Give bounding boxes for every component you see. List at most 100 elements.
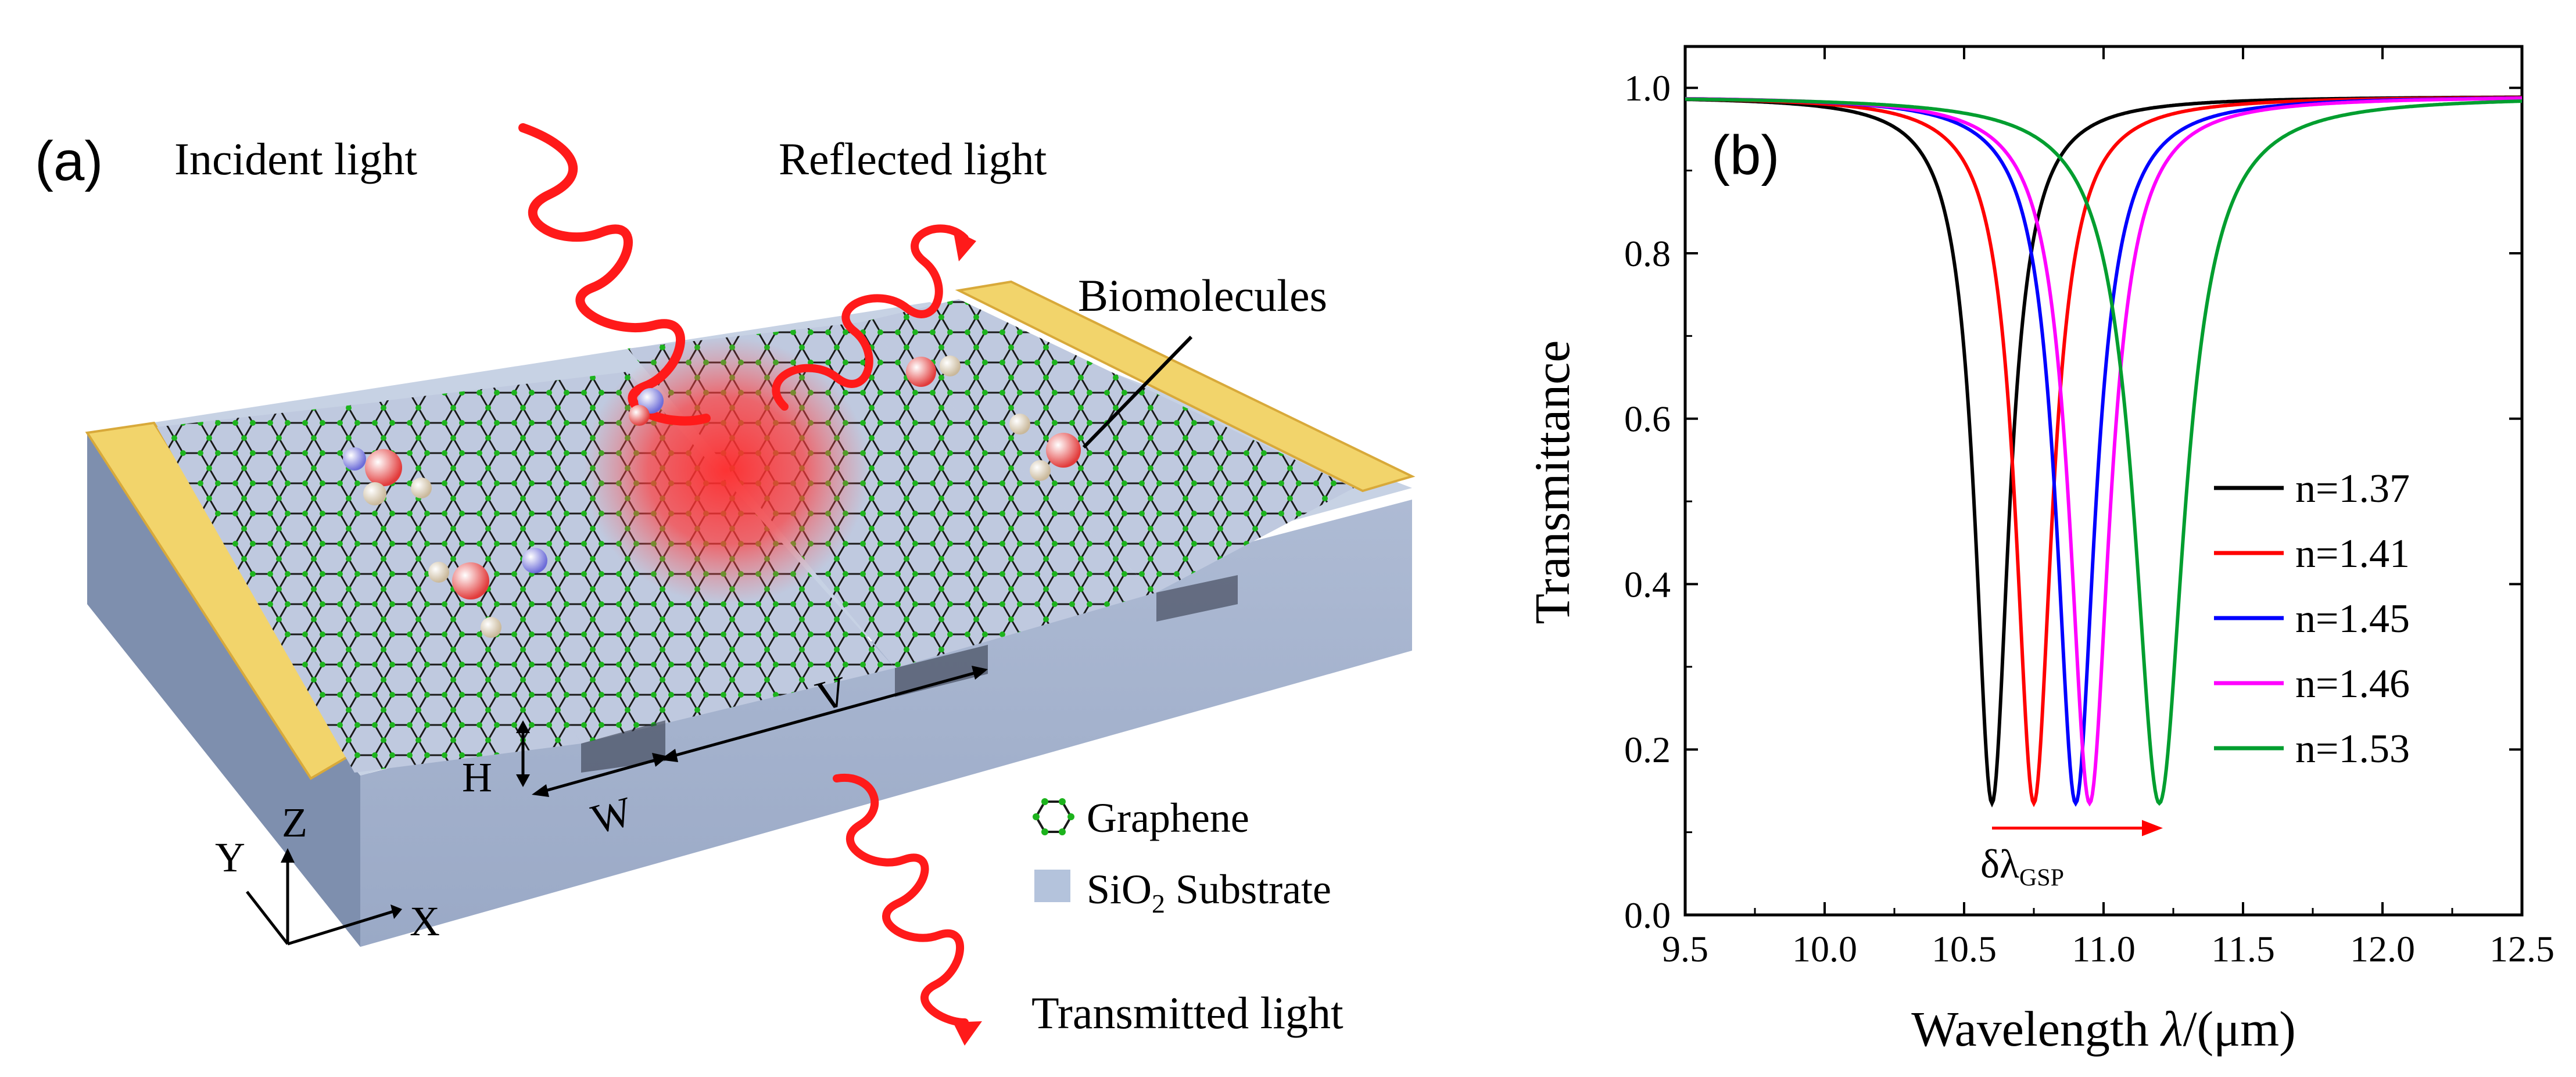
shift-annotation-symbol: δλ <box>1980 842 2019 887</box>
axis-z-label: Z <box>282 799 307 846</box>
dim-w-line <box>537 756 663 795</box>
dim-period-line <box>665 669 983 760</box>
substrate-legend-label: SiO2 Substrate <box>1087 866 1331 918</box>
x-tick-label: 12.5 <box>2489 928 2554 970</box>
atom <box>522 548 547 573</box>
atom <box>940 356 961 376</box>
groove-wall <box>581 720 665 773</box>
legend-label: n=1.53 <box>2295 727 2410 771</box>
x-axis-label-unit: /(μm) <box>2183 1001 2296 1057</box>
x-tick-labels: 9.5 10.0 10.5 11.0 11.5 12.0 12.5 <box>1662 928 2554 970</box>
panel-a-legend: Graphene SiO2 Substrate <box>1033 795 1331 918</box>
axis-x-line <box>287 909 396 946</box>
graphene-legend-label: Graphene <box>1087 795 1249 841</box>
y-tick-label: 0.0 <box>1624 895 1671 936</box>
incident-light-label: Incident light <box>174 134 417 184</box>
atom <box>411 478 432 498</box>
dim-h-label: H <box>462 754 492 800</box>
atom <box>365 449 402 486</box>
y-tick-labels: 0.0 0.2 0.4 0.6 0.8 1.0 <box>1624 67 1671 936</box>
light-glow <box>584 337 869 604</box>
legend-label: n=1.46 <box>2295 662 2410 706</box>
atom <box>481 617 501 638</box>
shift-annotation: δλGSP <box>1980 820 2163 892</box>
substrate-front-face <box>87 433 360 947</box>
tick-marks <box>1684 46 2523 916</box>
x-axis-label-prefix: Wavelength <box>1911 1001 2161 1057</box>
graphene-legend-atom <box>1041 798 1048 805</box>
dim-period-arrow-left <box>660 749 678 762</box>
x-tick-label: 11.5 <box>2211 928 2275 970</box>
atom <box>343 447 366 471</box>
incident-light-wave <box>518 123 711 426</box>
atom <box>428 562 449 583</box>
x-tick-label: 12.0 <box>2350 928 2415 970</box>
x-tick-label: 11.0 <box>2072 928 2136 970</box>
substrate-side-face <box>360 500 1412 947</box>
x-tick-label: 10.5 <box>1932 928 1997 970</box>
graphene-legend-icon <box>1034 800 1073 833</box>
axis-x-label: X <box>410 898 440 945</box>
y-tick-label: 0.8 <box>1624 233 1671 274</box>
y-tick-label: 0.6 <box>1624 399 1671 440</box>
legend-label: n=1.37 <box>2295 466 2410 511</box>
y-tick-label: 0.4 <box>1624 563 1671 605</box>
shift-arrowhead <box>2142 820 2163 837</box>
dim-h-arrow-bottom <box>516 774 530 787</box>
substrate-legend-sub: 2 <box>1152 889 1165 918</box>
reflected-light-arrowhead <box>953 229 976 261</box>
atom <box>629 405 650 426</box>
panel-a: (a) Incident light Reflected light Biomo… <box>35 123 1416 1046</box>
x-tick-label: 10.0 <box>1792 928 1857 970</box>
biomolecule-cluster <box>343 356 1081 638</box>
axis-z-line <box>246 891 289 945</box>
panel-b: 9.5 10.0 10.5 11.0 11.5 12.0 12.5 0.0 0.2 0.4 0.6… <box>1524 45 2554 1057</box>
atom <box>452 562 489 599</box>
coordinate-axes <box>246 848 402 946</box>
dim-w-arrow-left <box>532 784 549 797</box>
panel-b-label: (b) <box>1711 124 1779 186</box>
transmitted-light-label: Transmitted light <box>1031 988 1343 1038</box>
graphene-legend-atom <box>1067 813 1074 820</box>
shift-annotation-subscript: GSP <box>2019 865 2064 892</box>
atom <box>363 482 386 505</box>
substrate-legend-suffix: Substrate <box>1165 866 1331 913</box>
reflected-light-wave <box>772 224 969 411</box>
panel-a-label: (a) <box>35 130 103 192</box>
substrate-legend-prefix: SiO <box>1087 866 1152 913</box>
x-axis-label: Wavelength λ/(μm) <box>1911 1001 2296 1057</box>
groove-wall <box>1156 575 1238 622</box>
substrate-legend-swatch <box>1034 870 1070 902</box>
graphene-legend-atom <box>1059 828 1066 835</box>
dimension-marks <box>516 666 988 797</box>
atom <box>1046 433 1081 468</box>
transmitted-light-wave <box>833 773 969 1026</box>
biomolecules-pointer <box>1082 335 1193 449</box>
series-line <box>1685 97 2522 806</box>
atom <box>1030 460 1051 481</box>
x-tick-label: 9.5 <box>1662 928 1708 970</box>
graphene-legend-atom <box>1059 798 1066 805</box>
shift-annotation-label: δλGSP <box>1980 842 2064 892</box>
series-curves <box>1685 95 2523 808</box>
graphene-ribbon <box>860 299 1354 593</box>
graphene-legend-atom <box>1041 828 1048 835</box>
dim-period-arrow-right <box>972 666 988 680</box>
axis-y-label: Y <box>215 834 245 881</box>
dim-h-arrow-top <box>516 720 530 733</box>
transmitted-light-arrowhead <box>953 1021 982 1046</box>
electrode-right <box>955 280 1416 493</box>
y-axis-label: Transmittance <box>1524 340 1580 624</box>
chart-legend: n=1.37 n=1.41 n=1.45 n=1.46 n=1.53 <box>2214 466 2410 771</box>
reflected-light-label: Reflected light <box>779 134 1047 184</box>
y-tick-label: 0.2 <box>1624 729 1671 770</box>
axis-y-arrow <box>281 848 295 863</box>
y-tick-label: 1.0 <box>1624 67 1671 109</box>
graphene-legend-atom <box>1033 813 1040 820</box>
biomolecules-label: Biomolecules <box>1078 270 1327 321</box>
groove-wall <box>895 645 988 697</box>
atom <box>1009 414 1030 435</box>
axis-x-arrow <box>390 904 402 919</box>
atom <box>906 357 936 387</box>
legend-label: n=1.45 <box>2295 597 2410 641</box>
